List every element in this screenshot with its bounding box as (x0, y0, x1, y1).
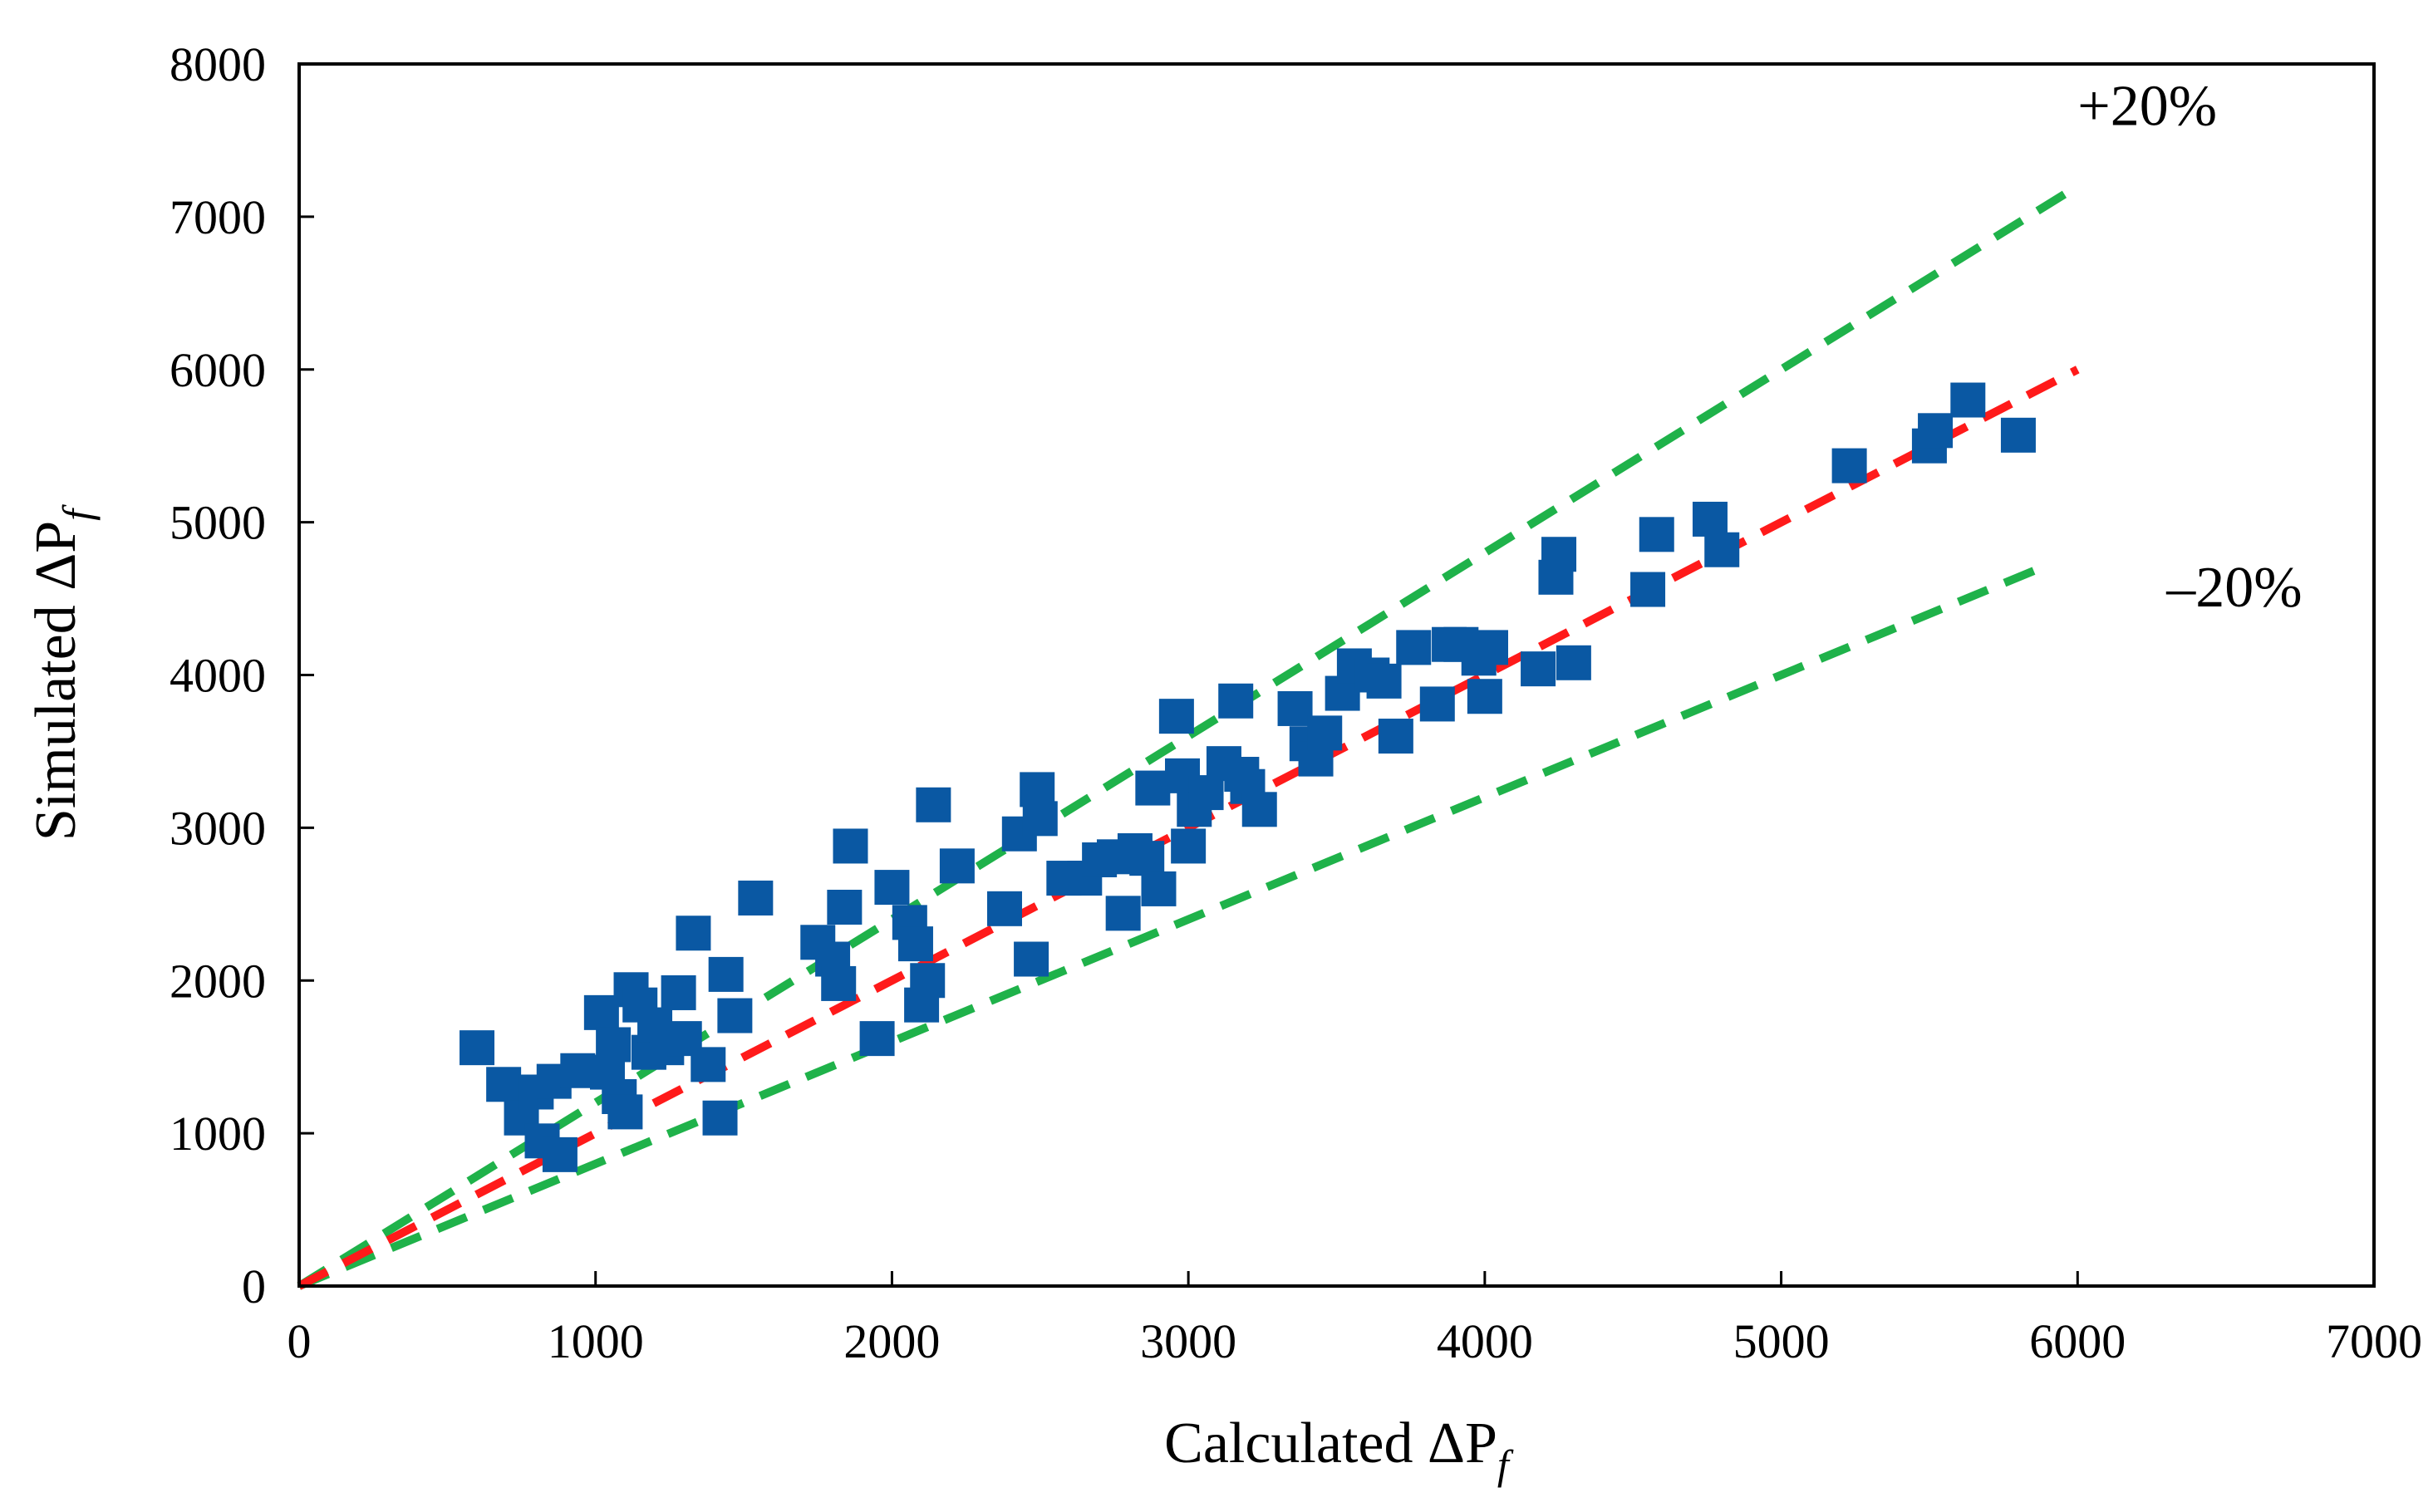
data-point (1556, 645, 1591, 680)
data-point (717, 998, 753, 1033)
x-axis-ticks (297, 1271, 2376, 1286)
data-point (708, 956, 744, 992)
y-tick-label: 1000 (170, 1107, 266, 1161)
data-point (691, 1047, 726, 1082)
y-tick-label: 8000 (170, 37, 266, 91)
y-axis-title-subscript: f (54, 504, 101, 521)
data-point (1129, 841, 1165, 876)
data-point (986, 891, 1022, 926)
data-point (859, 1021, 895, 1057)
data-point (1378, 719, 1413, 754)
y-tick-label: 6000 (170, 343, 266, 397)
plus-20-percent-line (297, 182, 2080, 1290)
data-point (1831, 448, 1867, 484)
data-point (1639, 517, 1674, 552)
data-point (1277, 690, 1313, 726)
data-point (897, 926, 933, 962)
data-point (460, 1030, 495, 1066)
y-tick-label: 4000 (170, 649, 266, 703)
data-point (1704, 532, 1740, 567)
data-point (1396, 630, 1432, 665)
data-point (661, 974, 696, 1010)
data-point (1541, 537, 1577, 572)
data-point (821, 965, 857, 1001)
x-axis-tick-labels: 0 1000 2000 3000 4000 5000 6000 7000 (288, 1314, 2423, 1368)
data-point (607, 1094, 643, 1130)
x-tick-label: 1000 (548, 1314, 644, 1368)
data-point (1950, 382, 1986, 418)
x-tick-label: 4000 (1437, 1314, 1533, 1368)
data-point (1307, 715, 1343, 751)
data-point (676, 916, 711, 951)
x-tick-label: 2000 (843, 1314, 940, 1368)
parity-line-group (297, 366, 2080, 1290)
data-point (1105, 896, 1141, 931)
data-point (910, 963, 946, 999)
y-tick-label: 3000 (170, 801, 266, 855)
data-point (560, 1053, 596, 1088)
band-lines (297, 182, 2080, 1290)
data-point (738, 880, 774, 916)
x-tick-label: 3000 (1140, 1314, 1236, 1368)
minus-20-percent-label: –20% (2165, 556, 2302, 620)
y-tick-label: 2000 (170, 954, 266, 1008)
data-point (833, 828, 868, 864)
y-tick-label: 5000 (170, 496, 266, 550)
data-point (1419, 686, 1455, 722)
data-point (596, 1027, 632, 1063)
x-axis-title-main: Calculated ΔP (1164, 1411, 1497, 1475)
x-tick-label: 6000 (2029, 1314, 2126, 1368)
x-tick-label: 7000 (2326, 1314, 2422, 1368)
y-axis-title: Simulated ΔPf (24, 504, 101, 841)
data-point (1158, 699, 1194, 734)
data-point (1218, 683, 1254, 719)
data-point (1692, 501, 1728, 537)
data-point (1472, 630, 1508, 665)
data-point (827, 889, 863, 925)
data-point (1141, 871, 1177, 906)
data-point (542, 1136, 578, 1172)
data-point (1918, 413, 1954, 449)
x-tick-label: 0 (288, 1314, 312, 1368)
data-point (1135, 770, 1171, 806)
plus-20-percent-label: +20% (2077, 75, 2217, 139)
data-point (939, 848, 975, 884)
x-tick-label: 5000 (1733, 1314, 1830, 1368)
data-point (1521, 651, 1556, 687)
data-point (1022, 801, 1058, 837)
y-axis-tick-labels: 0 1000 2000 3000 4000 5000 6000 7000 8000 (170, 37, 266, 1313)
y-tick-label: 7000 (170, 190, 266, 244)
data-point (486, 1067, 522, 1102)
data-point (1630, 572, 1666, 607)
data-point (1467, 679, 1502, 714)
data-point (583, 994, 619, 1030)
data-point (1241, 792, 1277, 827)
parity-line (297, 366, 2080, 1290)
data-point (1171, 828, 1207, 864)
x-axis-title: Calculated ΔPf (1164, 1411, 1514, 1488)
data-point (2000, 417, 2036, 453)
data-point (702, 1100, 738, 1136)
y-axis-ticks (299, 62, 314, 1288)
x-axis-title-subscript: f (1497, 1441, 1514, 1488)
data-point (1014, 941, 1049, 977)
minus-20-percent-line (297, 561, 2050, 1290)
data-point (1366, 663, 1402, 699)
y-tick-label: 0 (242, 1259, 266, 1313)
y-axis-title-main: Simulated ΔP (24, 521, 88, 841)
data-points (460, 382, 2036, 1172)
data-point (916, 787, 951, 822)
data-point (874, 870, 910, 906)
